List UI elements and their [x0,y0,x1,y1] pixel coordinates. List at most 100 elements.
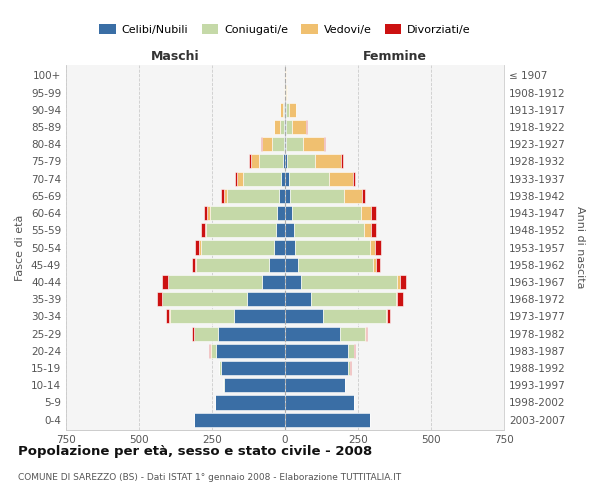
Bar [373,258,376,272]
Bar [285,292,311,306]
Text: Popolazione per età, sesso e stato civile - 2008: Popolazione per età, sesso e stato civil… [18,444,372,458]
Bar [285,172,289,185]
Bar [163,292,247,306]
Bar [281,172,285,185]
Bar [235,172,237,185]
Bar [292,206,361,220]
Bar [348,344,354,358]
Bar [400,275,406,289]
Bar [289,172,329,185]
Bar [208,206,209,220]
Bar [301,275,397,289]
Bar [262,137,272,152]
Bar [201,223,205,238]
Bar [375,240,381,254]
Bar [290,189,344,203]
Bar [370,240,375,254]
Text: Maschi: Maschi [151,50,200,64]
Bar [224,378,285,392]
Bar [283,154,285,168]
Bar [274,240,285,254]
Bar [285,361,348,375]
Bar [323,310,386,324]
Bar [353,172,355,185]
Bar [285,344,348,358]
Bar [286,137,302,152]
Bar [259,154,283,168]
Bar [206,223,276,238]
Bar [295,240,370,254]
Bar [285,396,353,409]
Bar [209,206,277,220]
Legend: Celibi/Nubili, Coniugati/e, Vedovi/e, Divorziati/e: Celibi/Nubili, Coniugati/e, Vedovi/e, Di… [95,20,475,39]
Bar [361,206,371,220]
Bar [199,240,201,254]
Bar [287,154,315,168]
Bar [285,223,294,238]
Bar [249,154,251,168]
Bar [234,310,285,324]
Bar [285,310,323,324]
Bar [341,154,343,168]
Bar [262,275,285,289]
Bar [376,258,380,272]
Bar [366,326,367,340]
Bar [242,172,281,185]
Bar [218,326,285,340]
Bar [269,258,285,272]
Bar [247,292,285,306]
Bar [286,120,292,134]
Bar [284,120,285,134]
Bar [194,412,285,426]
Bar [285,378,345,392]
Bar [221,361,285,375]
Bar [329,172,353,185]
Bar [283,102,284,117]
Bar [311,292,396,306]
Bar [221,189,224,203]
Bar [277,206,285,220]
Bar [285,275,301,289]
Bar [166,310,169,324]
Bar [397,275,400,289]
Bar [286,86,287,100]
Text: Femmine: Femmine [362,50,427,64]
Bar [168,275,262,289]
Bar [170,310,234,324]
Bar [285,189,290,203]
Bar [279,189,285,203]
Bar [205,223,206,238]
Bar [285,258,298,272]
Bar [286,102,289,117]
Bar [386,310,390,324]
Bar [280,120,284,134]
Bar [215,396,285,409]
Bar [285,154,287,168]
Bar [220,361,221,375]
Bar [315,154,341,168]
Bar [302,137,325,152]
Bar [209,344,210,358]
Bar [205,206,208,220]
Bar [217,344,285,358]
Bar [348,361,350,375]
Bar [285,137,286,152]
Bar [344,189,362,203]
Bar [285,120,286,134]
Bar [196,258,269,272]
Bar [340,326,365,340]
Bar [285,412,370,426]
Bar [292,120,307,134]
Bar [227,189,279,203]
Bar [272,137,284,152]
Bar [285,326,340,340]
Bar [163,275,167,289]
Bar [274,120,280,134]
Bar [397,292,403,306]
Bar [195,258,196,272]
Bar [211,344,217,358]
Bar [194,326,218,340]
Bar [298,258,373,272]
Bar [195,240,199,254]
Bar [285,206,292,220]
